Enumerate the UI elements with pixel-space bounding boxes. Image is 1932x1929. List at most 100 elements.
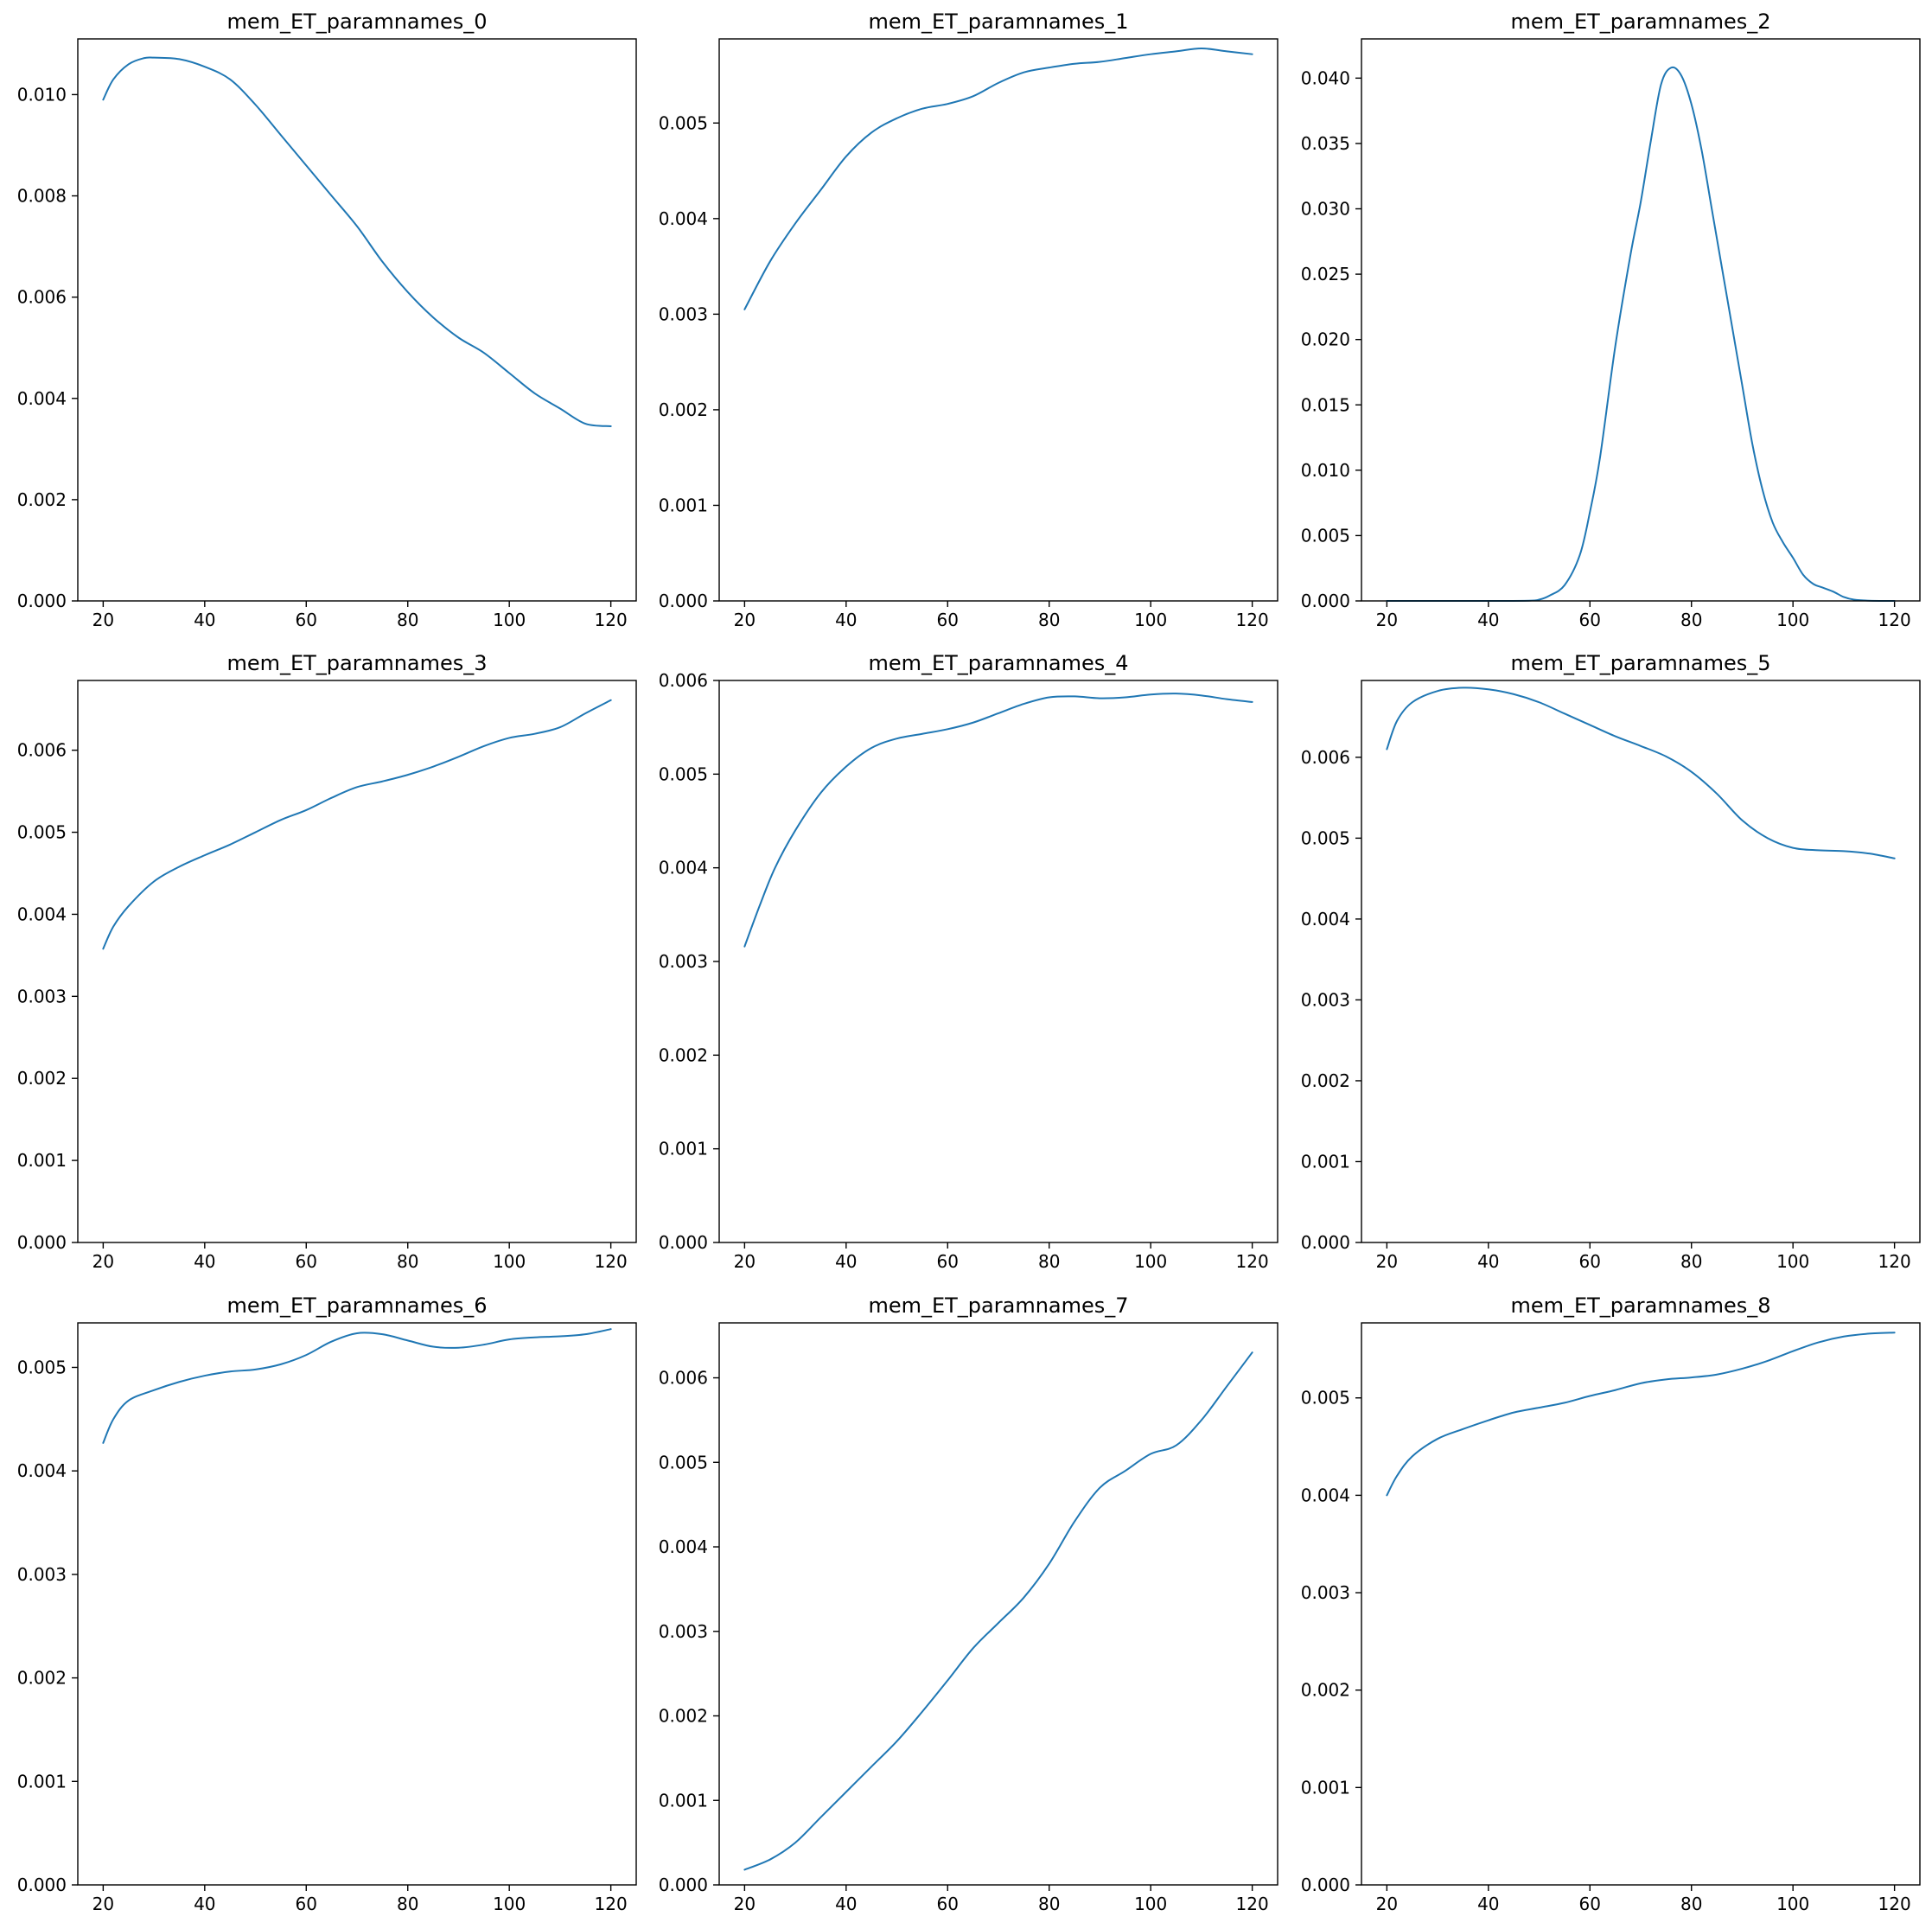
x-tick-label: 120	[1878, 610, 1911, 630]
y-tick-label: 0.000	[1301, 591, 1350, 611]
y-tick-label: 0.000	[17, 1232, 67, 1253]
axes-frame	[1361, 38, 1921, 602]
x-tick-label: 40	[1477, 1894, 1499, 1914]
x-tick-label: 60	[1579, 1894, 1601, 1914]
y-tick-label: 0.002	[17, 1668, 67, 1689]
series-line-0	[743, 48, 1253, 310]
x-tick-label: 20	[1376, 1894, 1398, 1914]
x-tick-label: 100	[1134, 1894, 1167, 1914]
y-tick-label: 0.000	[17, 591, 67, 611]
y-tick-label: 0.006	[17, 740, 67, 761]
x-tick-label: 100	[493, 1251, 526, 1272]
subplot-0: mem_ET_paramnames_0 20 40 60 80 100 120 0.000 0.…	[17, 10, 637, 630]
axes-frame	[718, 680, 1278, 1243]
y-tick-label: 0.004	[1301, 1485, 1350, 1505]
series-line-0	[743, 1351, 1253, 1871]
y-tick-label: 0.005	[1301, 525, 1350, 546]
y-tick-label: 0.003	[1301, 989, 1350, 1010]
subplot-7: mem_ET_paramnames_7 20 40 60 80 100 120 0.000 0.…	[659, 1293, 1278, 1914]
y-tick-label: 0.005	[1301, 827, 1350, 848]
y-tick-label: 0.001	[17, 1771, 67, 1792]
x-tick-label: 120	[595, 610, 628, 630]
y-tick-label: 0.005	[17, 1357, 67, 1377]
y-tick-label: 0.000	[17, 1875, 67, 1895]
y-tick-label: 0.006	[659, 670, 708, 691]
x-tick-label: 60	[937, 1894, 959, 1914]
x-tick-label: 80	[1680, 610, 1702, 630]
subplot-1: mem_ET_paramnames_1 20 40 60 80 100 120 0.000 0.…	[659, 10, 1278, 630]
y-tick-label: 0.005	[1301, 1388, 1350, 1408]
x-tick-label: 60	[296, 610, 317, 630]
y-tick-label: 0.001	[659, 495, 708, 515]
x-tick-label: 40	[835, 610, 857, 630]
y-tick-label: 0.001	[659, 1139, 708, 1159]
series-line-0	[1386, 66, 1896, 603]
y-tick-label: 0.004	[17, 904, 67, 924]
x-tick-label: 100	[1134, 1251, 1167, 1272]
axes-frame	[77, 38, 637, 602]
y-tick-label: 0.001	[1301, 1777, 1350, 1798]
y-tick-label: 0.004	[17, 388, 67, 409]
x-tick-label: 60	[296, 1251, 317, 1272]
y-tick-label: 0.003	[17, 986, 67, 1006]
y-tick-label: 0.004	[659, 1536, 708, 1557]
x-tick-label: 100	[493, 1894, 526, 1914]
subplot-6: mem_ET_paramnames_6 20 40 60 80 100 120 0.000 0.…	[17, 1293, 637, 1914]
y-tick-label: 0.006	[17, 287, 67, 308]
x-tick-label: 20	[734, 1251, 756, 1272]
y-tick-label: 0.010	[1301, 460, 1350, 481]
axes-frame	[1361, 680, 1921, 1243]
subplot-title: mem_ET_paramnames_2	[1510, 10, 1770, 34]
y-tick-label: 0.002	[659, 1044, 708, 1065]
axes-frame	[718, 1322, 1278, 1886]
x-tick-label: 80	[397, 1894, 418, 1914]
y-tick-label: 0.002	[17, 1068, 67, 1089]
x-tick-label: 120	[1878, 1894, 1911, 1914]
y-tick-label: 0.010	[17, 84, 67, 105]
x-tick-label: 20	[1376, 610, 1398, 630]
y-tick-label: 0.005	[659, 1452, 708, 1472]
y-tick-label: 0.002	[659, 399, 708, 420]
y-tick-label: 0.003	[659, 1621, 708, 1642]
x-tick-label: 80	[397, 1251, 418, 1272]
x-tick-label: 60	[1579, 1251, 1601, 1272]
y-tick-label: 0.001	[659, 1790, 708, 1811]
x-tick-label: 20	[1376, 1251, 1398, 1272]
x-tick-label: 80	[397, 610, 418, 630]
subplot-8: mem_ET_paramnames_8 20 40 60 80 100 120 0.000 0.…	[1301, 1293, 1921, 1914]
x-tick-label: 100	[1776, 1894, 1809, 1914]
y-tick-label: 0.005	[659, 763, 708, 784]
x-tick-label: 80	[1680, 1894, 1702, 1914]
x-tick-label: 20	[734, 1894, 756, 1914]
y-tick-label: 0.020	[1301, 329, 1350, 350]
x-tick-label: 120	[1878, 1251, 1911, 1272]
y-tick-label: 0.000	[659, 591, 708, 611]
x-tick-label: 80	[1680, 1251, 1702, 1272]
series-line-0	[1386, 1332, 1896, 1497]
y-tick-label: 0.006	[659, 1368, 708, 1389]
subplot-title: mem_ET_paramnames_3	[226, 651, 487, 675]
x-tick-label: 80	[1038, 1894, 1060, 1914]
y-tick-label: 0.025	[1301, 264, 1350, 284]
x-tick-label: 40	[835, 1894, 857, 1914]
x-tick-label: 60	[1579, 610, 1601, 630]
x-tick-label: 20	[734, 610, 756, 630]
x-tick-label: 100	[1134, 610, 1167, 630]
y-tick-label: 0.003	[1301, 1582, 1350, 1603]
series-line-0	[102, 699, 612, 950]
x-tick-label: 40	[835, 1251, 857, 1272]
subplot-3: mem_ET_paramnames_3 20 40 60 80 100 120 0.000 0.…	[17, 651, 637, 1272]
x-tick-label: 20	[92, 610, 114, 630]
y-tick-label: 0.030	[1301, 199, 1350, 220]
x-tick-label: 40	[194, 1894, 215, 1914]
y-tick-label: 0.004	[17, 1460, 67, 1481]
subplot-title: mem_ET_paramnames_5	[1510, 651, 1770, 675]
y-tick-label: 0.002	[1301, 1680, 1350, 1701]
axes-frame	[77, 680, 637, 1243]
subplot-2: mem_ET_paramnames_2 20 40 60 80 100 120 0.000 0.…	[1301, 10, 1921, 630]
x-tick-label: 80	[1038, 1251, 1060, 1272]
subplot-title: mem_ET_paramnames_1	[868, 10, 1128, 34]
x-tick-label: 60	[296, 1894, 317, 1914]
x-tick-label: 20	[92, 1251, 114, 1272]
